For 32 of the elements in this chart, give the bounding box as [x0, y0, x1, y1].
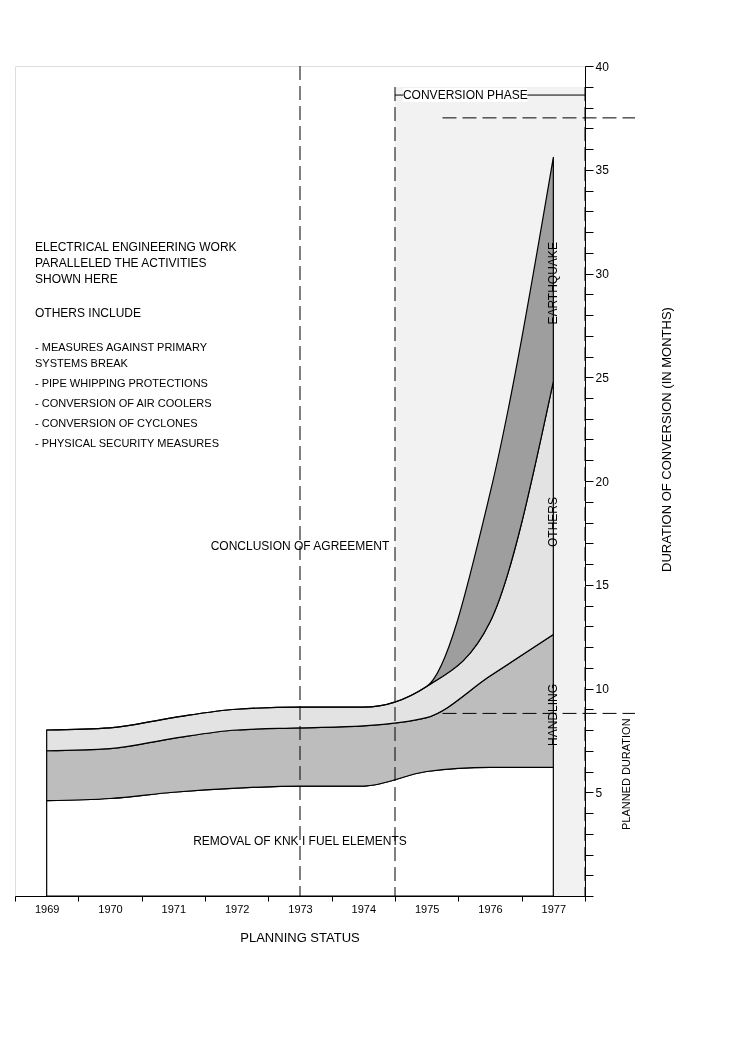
x-axis-title: PLANNING STATUS — [240, 930, 361, 945]
annotation: ELECTRICAL ENGINEERING WORK PARALLELED THE ACTIVITIES SHOWN HERE — [35, 240, 237, 287]
x-tick-label: 1971 — [161, 902, 187, 915]
y-tick-label: 20 — [595, 474, 610, 489]
annotation: - PIPE WHIPPING PROTECTIONS — [35, 377, 208, 390]
x-tick-label: 1972 — [224, 902, 250, 915]
x-tick-label: 1974 — [351, 902, 377, 915]
text: HANDLING — [546, 683, 561, 746]
y-tick-label: 25 — [595, 370, 610, 385]
ref-line-label: CONCLUSION OF AGREEMENT — [210, 538, 391, 553]
ref-line-label: PLANNED DURATION — [620, 718, 632, 831]
x-tick-label: 1969 — [34, 902, 60, 915]
annotation: - PHYSICAL SECURITY MEASURES — [35, 437, 219, 450]
x-tick-label: 1975 — [414, 902, 440, 915]
y-tick-label: 35 — [595, 163, 610, 178]
annotation: OTHERS INCLUDE — [35, 306, 142, 321]
text: OTHERS — [546, 496, 561, 547]
annotation: - CONVERSION OF CYCLONES — [35, 417, 198, 430]
y-axis-title: DURATION OF CONVERSION (IN MONTHS) — [659, 307, 674, 572]
x-tick-label: 1976 — [478, 902, 503, 915]
x-tick-label: 1977 — [541, 902, 567, 915]
y-tick-label: 15 — [595, 578, 610, 593]
text: EARTHQUAKE — [546, 242, 561, 325]
y-tick-label: 5 — [595, 785, 603, 800]
band-label: CONVERSION PHASE — [402, 88, 528, 103]
y-tick-label: 30 — [595, 267, 610, 281]
x-tick-label: 1970 — [98, 902, 123, 915]
annotation: - MEASURES AGAINST PRIMARY SYSTEMS BREAK — [35, 341, 208, 370]
y-tick-label: 40 — [595, 59, 610, 74]
annotation: - CONVERSION OF AIR COOLERS — [35, 397, 212, 410]
y-tick-label: 10 — [595, 682, 610, 696]
x-tick-label: 1973 — [288, 902, 313, 915]
